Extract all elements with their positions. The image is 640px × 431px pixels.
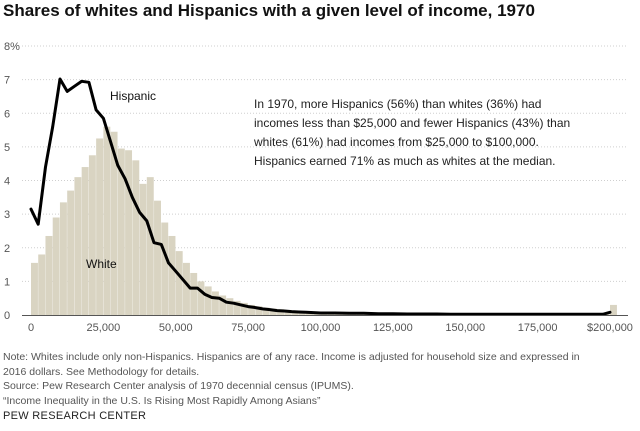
white-bar bbox=[219, 295, 227, 315]
x-tick-label: 75,000 bbox=[231, 322, 265, 334]
white-bar bbox=[197, 281, 205, 315]
white-bar bbox=[255, 306, 263, 315]
x-tick-label: 0 bbox=[28, 322, 34, 334]
note-line: 2016 dollars. See Methodology for detail… bbox=[3, 365, 200, 378]
y-tick-label: 6 bbox=[4, 108, 10, 120]
y-tick-label: 4 bbox=[4, 176, 10, 188]
series-label-white: White bbox=[86, 257, 117, 271]
white-bar bbox=[168, 235, 176, 315]
annotation-line: Hispanics earned 71% as much as whites a… bbox=[254, 154, 556, 168]
white-bar bbox=[269, 308, 277, 315]
white-bar bbox=[182, 262, 190, 315]
white-bar bbox=[132, 160, 140, 315]
report-title-line: “Income Inequality in the U.S. Is Rising… bbox=[3, 394, 321, 407]
x-tick-label: 25,000 bbox=[87, 322, 121, 334]
y-tick-label: 0 bbox=[4, 310, 10, 322]
white-bar bbox=[45, 235, 53, 315]
white-bar bbox=[88, 155, 96, 315]
chart-title: Shares of whites and Hispanics with a gi… bbox=[3, 1, 535, 20]
white-bar bbox=[610, 304, 617, 315]
white-bar bbox=[190, 272, 198, 315]
source-line: Source: Pew Research Center analysis of … bbox=[3, 380, 354, 392]
white-bar bbox=[154, 200, 161, 315]
y-tick-label: 7 bbox=[4, 75, 10, 87]
annotation-line: whites (61%) had incomes from $25,000 to… bbox=[254, 135, 539, 149]
brand-name: PEW RESEARCH CENTER bbox=[3, 410, 147, 422]
white-bar bbox=[226, 298, 234, 315]
y-axis-ticks: 0 1 2 3 4 5 6 7 8% bbox=[4, 41, 20, 322]
white-bar bbox=[117, 148, 125, 315]
annotation-line: In 1970, more Hispanics (56%) than white… bbox=[254, 97, 542, 111]
white-bar bbox=[96, 138, 104, 315]
annotation-line: incomes less than $25,000 and fewer Hisp… bbox=[254, 116, 571, 130]
white-bar bbox=[59, 202, 67, 315]
grid-lines bbox=[22, 45, 628, 282]
white-bar bbox=[161, 222, 169, 315]
x-tick-label: $200,000 bbox=[587, 322, 633, 334]
white-bar bbox=[204, 286, 212, 315]
x-tick-label: 150,000 bbox=[445, 322, 485, 334]
hispanic-line bbox=[29, 77, 612, 316]
x-tick-label: 125,000 bbox=[373, 322, 413, 334]
chart-notes: Note: Whites include only non-Hispanics.… bbox=[3, 350, 637, 408]
x-axis-ticks: 0 25,000 50,000 75,000 100,000 125,000 150,000… bbox=[28, 322, 633, 334]
white-bar bbox=[125, 150, 133, 315]
white-bar bbox=[240, 302, 248, 315]
y-tick-label: 5 bbox=[4, 142, 10, 154]
white-bar bbox=[248, 304, 256, 315]
white-bar bbox=[103, 126, 111, 315]
white-bar bbox=[38, 254, 46, 315]
hispanic-line-group bbox=[29, 77, 612, 316]
white-bar bbox=[31, 262, 38, 315]
y-tick-label: 3 bbox=[4, 209, 10, 221]
white-bar bbox=[211, 291, 219, 315]
white-bar bbox=[52, 217, 60, 315]
y-tick-label: 1 bbox=[4, 276, 10, 288]
white-bar bbox=[146, 177, 154, 315]
white-bar bbox=[67, 190, 75, 315]
white-bar bbox=[233, 300, 241, 315]
series-label-hispanic: Hispanic bbox=[110, 89, 156, 103]
white-bar bbox=[74, 177, 82, 315]
white-bar bbox=[139, 183, 147, 315]
note-line: Note: Whites include only non-Hispanics.… bbox=[3, 351, 580, 363]
white-bar bbox=[110, 131, 118, 315]
white-bar bbox=[262, 307, 270, 315]
white-bar bbox=[81, 167, 89, 315]
x-tick-label: 175,000 bbox=[518, 322, 558, 334]
chart-plot: 0 1 2 3 4 5 6 7 8% 0 25,000 50,000 75,000 100,000 125… bbox=[4, 41, 633, 334]
chart-annotation: In 1970, more Hispanics (56%) than white… bbox=[254, 95, 584, 171]
y-tick-label: 8% bbox=[4, 41, 20, 53]
x-tick-label: 100,000 bbox=[301, 322, 341, 334]
white-bar bbox=[175, 251, 183, 315]
x-tick-label: 50,000 bbox=[159, 322, 193, 334]
y-tick-label: 2 bbox=[4, 243, 10, 255]
